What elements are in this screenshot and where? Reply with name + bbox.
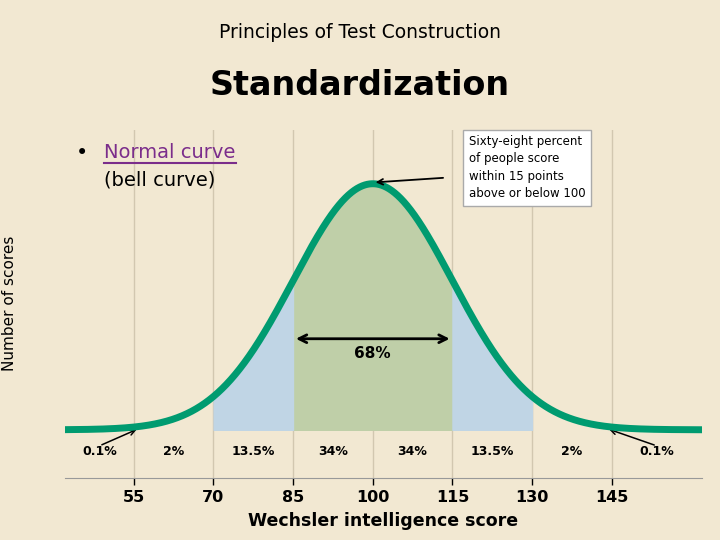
Text: 0.1%: 0.1% [82, 446, 117, 458]
Text: Principles of Test Construction: Principles of Test Construction [219, 23, 501, 42]
X-axis label: Wechsler intelligence score: Wechsler intelligence score [248, 512, 518, 530]
Text: 34%: 34% [318, 446, 348, 458]
Text: 13.5%: 13.5% [232, 446, 275, 458]
Text: 34%: 34% [397, 446, 428, 458]
Text: 2%: 2% [163, 446, 184, 458]
Text: 2%: 2% [562, 446, 582, 458]
Text: 13.5%: 13.5% [471, 446, 514, 458]
Text: 0.1%: 0.1% [639, 446, 674, 458]
Text: Sixty-eight percent
of people score
within 15 points
above or below 100: Sixty-eight percent of people score with… [469, 135, 585, 200]
Text: (bell curve): (bell curve) [104, 170, 216, 189]
Text: •: • [76, 143, 94, 163]
Text: 68%: 68% [354, 346, 391, 361]
Text: Number of scores: Number of scores [2, 236, 17, 372]
Text: Normal curve: Normal curve [104, 143, 235, 162]
Text: Standardization: Standardization [210, 70, 510, 103]
